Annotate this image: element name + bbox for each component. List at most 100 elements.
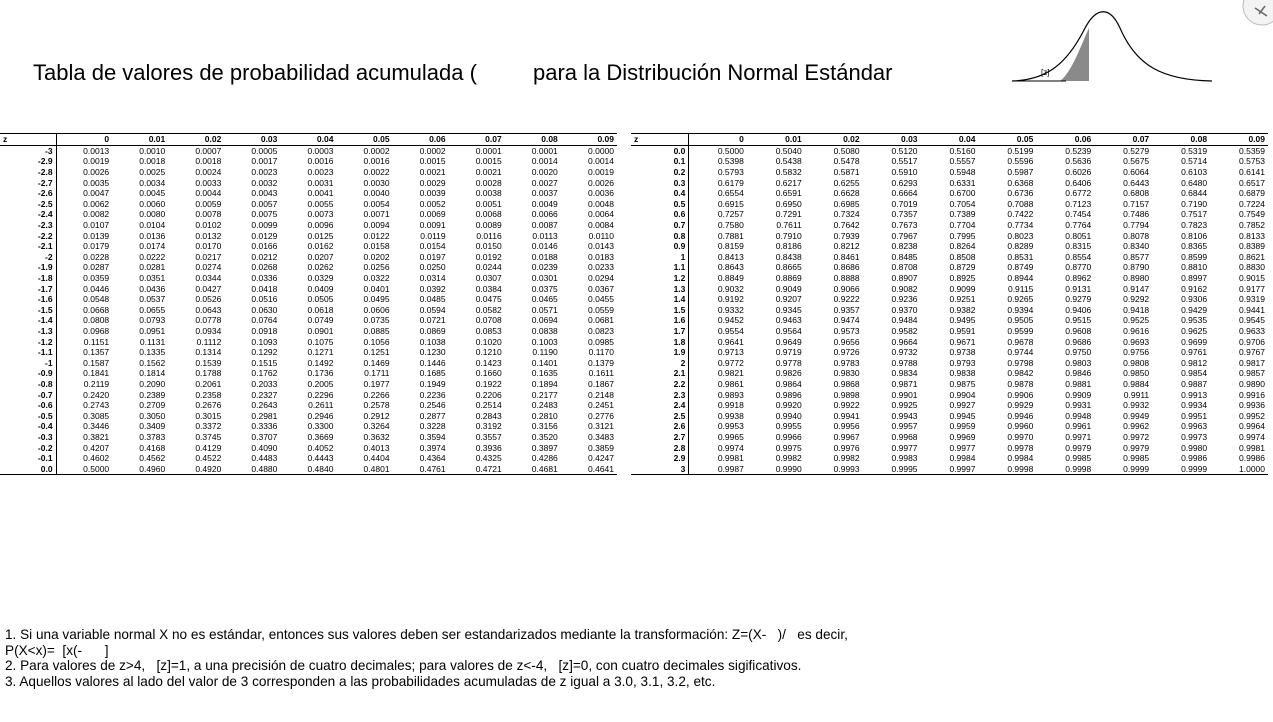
z-value: 2.7 — [631, 431, 690, 443]
z-value: 2.9 — [631, 452, 690, 464]
probability-cell: 0.8238 — [891, 241, 918, 252]
z-value: 1.4 — [631, 293, 690, 305]
z-value: -2.9 — [0, 156, 57, 167]
probability-cell: 0.5438 — [775, 156, 802, 167]
z-value: -1.2 — [0, 336, 57, 347]
probability-cell: 0.9599 — [1007, 325, 1034, 336]
z-value: 0.7 — [631, 219, 690, 231]
probability-cell: 0.0005 — [251, 145, 278, 156]
probability-cell: 0.8621 — [1239, 251, 1265, 262]
probability-cell: 0.0294 — [588, 273, 614, 284]
probability-cell: 0.9967 — [833, 431, 860, 442]
probability-cell: 0.9207 — [775, 294, 802, 305]
table-row: 0.9 0.8159 0.8186 0.8212 0.8238 0.8264 0.8289 0… — [631, 240, 1268, 252]
probability-cell: 0.2483 — [531, 400, 558, 411]
probability-cell: 0.0001 — [475, 145, 502, 156]
probability-cell: 0.2148 — [588, 389, 614, 400]
probability-cell: 0.0023 — [251, 167, 278, 178]
header-col: 0.09 — [597, 134, 614, 145]
probability-cell: 0.5987 — [1007, 167, 1034, 178]
probability-cell: 0.0262 — [307, 262, 334, 273]
probability-cell: 0.0107 — [83, 220, 110, 231]
probability-cell: 0.9901 — [891, 389, 918, 400]
z-value: -0.3 — [0, 431, 57, 443]
probability-cell: 0.8869 — [775, 273, 802, 284]
probability-cell: 0.1271 — [307, 347, 334, 358]
probability-cell: 0.0036 — [588, 188, 614, 199]
probability-cell: 0.7673 — [891, 220, 918, 231]
probability-cell: 0.9949 — [1123, 410, 1150, 421]
probability-cell: 0.4681 — [504, 463, 561, 476]
probability-cell: 0.9962 — [1123, 421, 1150, 432]
shaded-area — [1060, 28, 1089, 81]
probability-cell: 0.9554 — [717, 325, 744, 336]
probability-cell: 0.6255 — [833, 177, 860, 188]
probability-cell: 0.0344 — [195, 273, 222, 284]
probability-cell: 0.0129 — [251, 230, 278, 241]
probability-cell: 0.5793 — [717, 167, 744, 178]
probability-cell: 0.0018 — [139, 156, 166, 167]
probability-cell: 0.9838 — [949, 368, 976, 379]
probability-cell: 0.0025 — [139, 167, 166, 178]
corner-badge-icon — [1242, 0, 1273, 26]
probability-cell: 0.2358 — [195, 389, 222, 400]
probability-cell: 0.4443 — [307, 453, 334, 464]
probability-cell: 0.7764 — [1065, 220, 1092, 231]
probability-cell: 0.0113 — [532, 230, 558, 241]
probability-cell: 0.7157 — [1123, 198, 1150, 209]
footnotes: 1. Si una variable normal X no es estánd… — [5, 627, 848, 689]
probability-cell: 0.0139 — [83, 230, 110, 241]
z-value: 1.7 — [631, 325, 690, 337]
probability-cell: 0.8289 — [1007, 241, 1034, 252]
probability-cell: 0.0571 — [531, 304, 558, 315]
table-row: 2.6 0.9953 0.9955 0.9956 0.9957 0.9959 0.9960 0… — [631, 421, 1268, 432]
probability-cell: 0.9441 — [1239, 304, 1265, 315]
z-value: 2.3 — [631, 389, 690, 400]
probability-cell: 0.9884 — [1123, 378, 1150, 389]
probability-cell: 0.5000 — [717, 145, 744, 156]
probability-cell: 0.9985 — [1123, 453, 1150, 464]
header-z: z — [631, 133, 690, 146]
probability-cell: 0.3372 — [195, 421, 222, 432]
z-value: 0.4 — [631, 187, 690, 199]
probability-cell: 0.5319 — [1181, 145, 1208, 156]
probability-cell: 0.9956 — [833, 421, 860, 432]
probability-cell: 0.9927 — [949, 400, 976, 411]
probability-cell: 0.0091 — [419, 220, 446, 231]
probability-cell: 0.9826 — [775, 368, 802, 379]
probability-cell: 0.0207 — [307, 251, 334, 262]
z-value: -0.2 — [0, 442, 57, 453]
probability-cell: 0.4364 — [419, 453, 446, 464]
table-row: -1.9 0.0287 0.0281 0.0274 0.0268 0.0262 0.0256… — [0, 262, 617, 273]
probability-cell: 0.4052 — [307, 442, 334, 453]
probability-cell: 0.0016 — [307, 156, 334, 167]
probability-cell: 0.2090 — [139, 378, 166, 389]
probability-cell: 0.1038 — [419, 336, 446, 347]
probability-cell: 0.0244 — [475, 262, 502, 273]
probability-cell: 0.9965 — [717, 431, 744, 442]
probability-cell: 0.0013 — [83, 145, 110, 156]
table-row: 1.1 0.8643 0.8665 0.8686 0.8708 0.8729 0.8749 0… — [631, 262, 1268, 273]
table-row: 2 0.9772 0.9778 0.9783 0.9788 0.9793 0.9798 0.9… — [631, 357, 1268, 369]
probability-cell: 0.0019 — [588, 167, 614, 178]
probability-cell: 0.9898 — [833, 389, 860, 400]
probability-cell: 0.2912 — [363, 410, 390, 421]
probability-cell: 0.1314 — [195, 347, 222, 358]
probability-cell: 0.5478 — [833, 156, 860, 167]
probability-cell: 0.0526 — [195, 294, 222, 305]
probability-cell: 0.9713 — [717, 347, 744, 358]
probability-cell: 0.9678 — [1007, 336, 1034, 347]
probability-cell: 0.0268 — [251, 262, 278, 273]
probability-cell: 0.0197 — [419, 251, 446, 262]
probability-cell: 0.0853 — [475, 325, 502, 336]
probability-cell: 0.9591 — [949, 325, 976, 336]
probability-cell: 0.0668 — [83, 304, 110, 315]
probability-cell: 0.7019 — [891, 198, 918, 209]
probability-cell: 0.8051 — [1065, 230, 1092, 241]
title-part-1: Tabla de valores de probabilidad acumula… — [33, 60, 477, 85]
probability-cell: 0.0030 — [363, 177, 390, 188]
z-value: 0.9 — [631, 240, 690, 252]
probability-cell: 0.0002 — [419, 145, 446, 156]
probability-cell: 0.1894 — [531, 378, 558, 389]
probability-cell: 0.3897 — [531, 442, 558, 453]
